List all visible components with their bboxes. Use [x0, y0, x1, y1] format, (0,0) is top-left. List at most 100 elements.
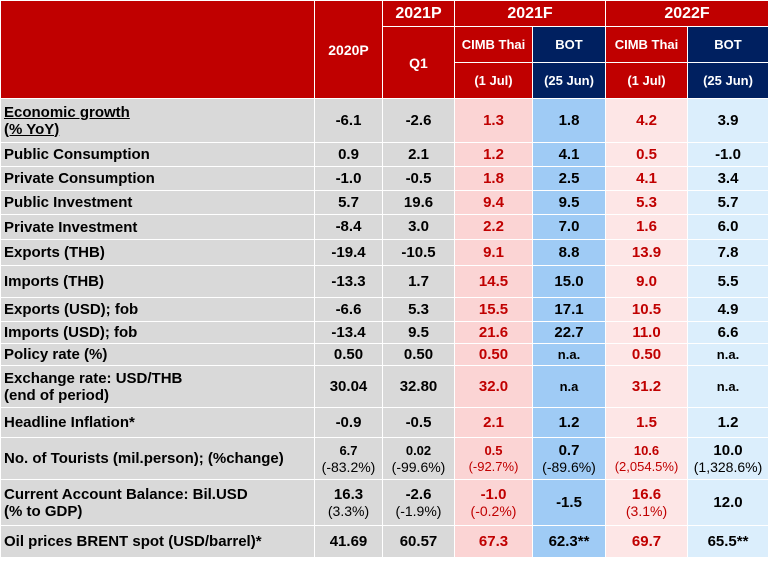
- cell-bot-2021: -1.5: [532, 479, 606, 526]
- cell-bot-2022: 3.9: [687, 98, 768, 143]
- cell-q1: -0.5: [382, 166, 455, 191]
- header-cimb-date-2021: (1 Jul): [454, 62, 533, 99]
- header-2021f: 2021F: [454, 0, 606, 27]
- table-row: Oil prices BRENT spot (USD/barrel)* 41.6…: [0, 525, 768, 558]
- cell-2020p: 0.9: [314, 142, 383, 167]
- table-row: Headline Inflation* -0.9 -0.5 2.1 1.2 1.…: [0, 407, 768, 438]
- cell-q1: 1.7: [382, 265, 455, 298]
- cell-q1: 0.02 (-99.6%): [382, 437, 455, 480]
- row-label: Policy rate (%): [0, 343, 315, 366]
- cell-bot-2022: 5.7: [687, 190, 768, 215]
- cell-bot-2021: 22.7: [532, 321, 606, 344]
- table-row: Exchange rate: USD/THB (end of period) 3…: [0, 365, 768, 408]
- cell-2020p: 5.7: [314, 190, 383, 215]
- cell-bot-2021: n.a.: [532, 343, 606, 366]
- table-row: Public Consumption 0.9 2.1 1.2 4.1 0.5 -…: [0, 142, 768, 167]
- cell-bot-2022: 1.2: [687, 407, 768, 438]
- header-bot-2022: BOT: [687, 26, 768, 63]
- table-row: Imports (THB) -13.3 1.7 14.5 15.0 9.0 5.…: [0, 265, 768, 298]
- table-row: Private Consumption -1.0 -0.5 1.8 2.5 4.…: [0, 166, 768, 191]
- cell-bot-2021: 9.5: [532, 190, 606, 215]
- cell-cimb-2022: 4.2: [605, 98, 688, 143]
- table-row: Private Investment -8.4 3.0 2.2 7.0 1.6 …: [0, 214, 768, 240]
- row-label: Imports (USD); fob: [0, 321, 315, 344]
- cell-q1: 5.3: [382, 297, 455, 322]
- table-row: Economic growth (% YoY) -6.1 -2.6 1.3 1.…: [0, 98, 768, 143]
- cell-bot-2021: 15.0: [532, 265, 606, 298]
- cell-2020p: -13.4: [314, 321, 383, 344]
- cell-cimb-2022: 10.5: [605, 297, 688, 322]
- cell-cimb-2022: 0.5: [605, 142, 688, 167]
- row-label: Current Account Balance: Bil.USD (% to G…: [0, 479, 315, 526]
- header-cimb-2022: CIMB Thai: [605, 26, 688, 63]
- row-label: Public Investment: [0, 190, 315, 215]
- cell-q1: 2.1: [382, 142, 455, 167]
- header-cimb-date-2022: (1 Jul): [605, 62, 688, 99]
- cell-bot-2021: 8.8: [532, 239, 606, 266]
- header-bot-date-2022: (25 Jun): [687, 62, 768, 99]
- table-row: Exports (THB) -19.4 -10.5 9.1 8.8 13.9 7…: [0, 239, 768, 266]
- row-label: Private Investment: [0, 214, 315, 240]
- cell-2020p: -13.3: [314, 265, 383, 298]
- cell-q1: 19.6: [382, 190, 455, 215]
- cell-bot-2021: 17.1: [532, 297, 606, 322]
- cell-2020p: -19.4: [314, 239, 383, 266]
- cell-cimb-2021: 1.8: [454, 166, 533, 191]
- header-bot-date-2021: (25 Jun): [532, 62, 606, 99]
- table-row: Public Investment 5.7 19.6 9.4 9.5 5.3 5…: [0, 190, 768, 215]
- cell-cimb-2021: 2.1: [454, 407, 533, 438]
- cell-cimb-2021: 67.3: [454, 525, 533, 558]
- header-corner: [0, 0, 315, 99]
- header-2020p: 2020P: [314, 0, 383, 99]
- row-label: Economic growth (% YoY): [0, 98, 315, 143]
- cell-q1: -2.6 (-1.9%): [382, 479, 455, 526]
- cell-bot-2021: 62.3**: [532, 525, 606, 558]
- cell-2020p: -8.4: [314, 214, 383, 240]
- cell-bot-2022: 5.5: [687, 265, 768, 298]
- cell-bot-2022: n.a.: [687, 365, 768, 408]
- cell-bot-2021: 2.5: [532, 166, 606, 191]
- header-2022f: 2022F: [605, 0, 768, 27]
- cell-cimb-2022: 1.6: [605, 214, 688, 240]
- cell-q1: 9.5: [382, 321, 455, 344]
- cell-bot-2022: 4.9: [687, 297, 768, 322]
- cell-2020p: -0.9: [314, 407, 383, 438]
- cell-bot-2022: 7.8: [687, 239, 768, 266]
- cell-cimb-2022: 16.6 (3.1%): [605, 479, 688, 526]
- cell-bot-2021: 4.1: [532, 142, 606, 167]
- row-label: Exports (THB): [0, 239, 315, 266]
- table-row: No. of Tourists (mil.person); (%change) …: [0, 437, 768, 480]
- cell-2020p: 6.7 (-83.2%): [314, 437, 383, 480]
- cell-q1: 60.57: [382, 525, 455, 558]
- cell-bot-2022: 10.0 (1,328.6%): [687, 437, 768, 480]
- cell-bot-2022: -1.0: [687, 142, 768, 167]
- cell-cimb-2021: 32.0: [454, 365, 533, 408]
- row-label: Public Consumption: [0, 142, 315, 167]
- cell-bot-2021: 1.2: [532, 407, 606, 438]
- cell-2020p: -1.0: [314, 166, 383, 191]
- cell-cimb-2021: 2.2: [454, 214, 533, 240]
- cell-cimb-2022: 4.1: [605, 166, 688, 191]
- row-label: Headline Inflation*: [0, 407, 315, 438]
- cell-q1: -0.5: [382, 407, 455, 438]
- cell-bot-2022: 3.4: [687, 166, 768, 191]
- cell-cimb-2021: 1.2: [454, 142, 533, 167]
- cell-2020p: 41.69: [314, 525, 383, 558]
- cell-2020p: -6.6: [314, 297, 383, 322]
- row-label: Exchange rate: USD/THB (end of period): [0, 365, 315, 408]
- cell-q1: -10.5: [382, 239, 455, 266]
- cell-cimb-2021: 15.5: [454, 297, 533, 322]
- cell-2020p: -6.1: [314, 98, 383, 143]
- cell-cimb-2021: 9.1: [454, 239, 533, 266]
- table-row: Current Account Balance: Bil.USD (% to G…: [0, 479, 768, 526]
- cell-cimb-2021: 0.5 (-92.7%): [454, 437, 533, 480]
- cell-cimb-2022: 0.50: [605, 343, 688, 366]
- cell-bot-2022: 12.0: [687, 479, 768, 526]
- cell-bot-2022: 6.6: [687, 321, 768, 344]
- cell-cimb-2021: 0.50: [454, 343, 533, 366]
- table-row: Policy rate (%) 0.50 0.50 0.50 n.a. 0.50…: [0, 343, 768, 366]
- cell-cimb-2021: 21.6: [454, 321, 533, 344]
- cell-q1: 3.0: [382, 214, 455, 240]
- cell-bot-2022: 6.0: [687, 214, 768, 240]
